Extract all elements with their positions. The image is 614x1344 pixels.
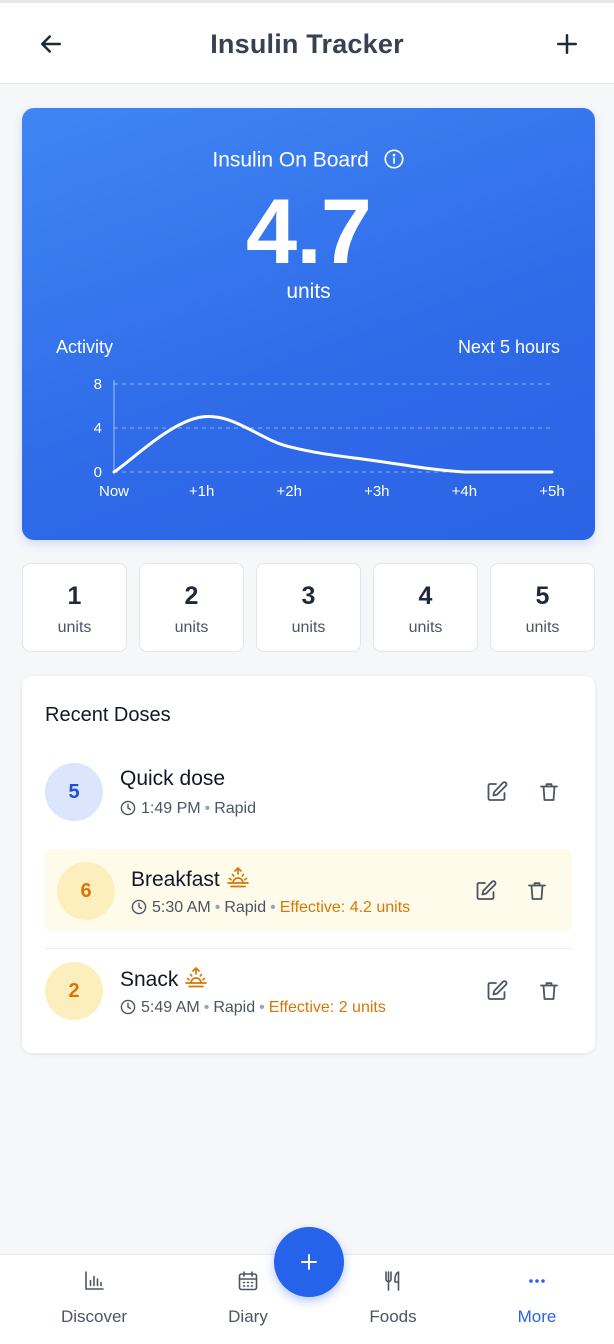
quick-dose-button[interactable]: 2 units: [139, 563, 244, 652]
bar-chart-icon: [85, 1271, 104, 1290]
dose-amount-badge: 6: [57, 862, 115, 920]
app-header: Insulin Tracker: [0, 0, 614, 84]
sunrise-icon: [185, 967, 208, 988]
utensils-icon: [385, 1271, 400, 1291]
dose-list-item[interactable]: 5 Quick dose 1:49 PM • Rapid: [45, 750, 572, 832]
x-tick-label: +5h: [539, 483, 564, 500]
add-dose-fab[interactable]: [274, 1227, 344, 1297]
quick-dose-button[interactable]: 3 units: [256, 563, 361, 652]
edit-icon[interactable]: [485, 979, 509, 1003]
nav-item-foods[interactable]: Foods: [333, 1255, 453, 1344]
dose-name: Breakfast: [131, 866, 250, 892]
activity-series-line: [112, 414, 554, 474]
nav-item-more[interactable]: More: [477, 1255, 597, 1344]
quick-dose-unit: units: [57, 619, 92, 636]
quick-dose-unit: units: [408, 619, 443, 636]
quick-dose-button[interactable]: 5 units: [490, 563, 595, 652]
quick-dose-unit: units: [525, 619, 560, 636]
dose-amount-badge: 2: [45, 962, 103, 1020]
quick-dose-value: 2: [184, 582, 199, 610]
y-tick-label: 8: [94, 376, 102, 393]
dose-list-item[interactable]: 6 Breakfast 5:30 AM • Rapid • Effective: 4.2…: [45, 849, 572, 931]
quick-dose-row: 1 units 2 units 3 units 4 units 5 units: [22, 563, 595, 653]
x-tick-label: +4h: [452, 483, 477, 500]
effective-units: Effective: 4.2 units: [279, 899, 411, 916]
x-tick-label: +1h: [189, 483, 214, 500]
dose-meta: 5:30 AM • Rapid • Effective: 4.2 units: [131, 899, 410, 917]
quick-dose-unit: units: [291, 619, 326, 636]
quick-dose-button[interactable]: 4 units: [373, 563, 478, 652]
iob-label: Insulin On Board: [22, 148, 595, 172]
quick-dose-button[interactable]: 1 units: [22, 563, 127, 652]
nav-label: Foods: [369, 1307, 417, 1326]
range-label: Next 5 hours: [457, 337, 560, 357]
sunrise-icon: [226, 867, 249, 888]
calendar-icon: [238, 1271, 258, 1291]
edit-icon[interactable]: [485, 780, 509, 804]
x-tick-label: +2h: [276, 483, 301, 500]
dose-list-item[interactable]: 2 Snack 5:49 AM • Rapid • Effective: 2 units: [45, 949, 572, 1031]
plus-icon: [301, 1254, 317, 1270]
quick-dose-value: 1: [67, 582, 82, 610]
effective-units: Effective: 2 units: [268, 999, 386, 1016]
clock-icon: [120, 999, 136, 1015]
trash-icon[interactable]: [537, 780, 561, 804]
dose-name: Snack: [120, 966, 208, 992]
trash-icon[interactable]: [537, 979, 561, 1003]
quick-dose-value: 4: [418, 582, 433, 610]
dose-name: Quick dose: [120, 767, 226, 790]
activity-label: Activity: [56, 337, 114, 357]
iob-value: 4.7: [246, 181, 372, 283]
divider: [45, 948, 572, 949]
page-title: Insulin Tracker: [210, 29, 404, 59]
clock-icon: [131, 899, 147, 915]
nav-label: More: [517, 1307, 557, 1326]
activity-chart: 0 4 8 Now +1h +2h +3h +4h +5h: [94, 376, 565, 500]
edit-icon[interactable]: [474, 879, 498, 903]
arrow-left-icon[interactable]: [36, 29, 66, 59]
quick-dose-value: 3: [301, 582, 316, 610]
recent-doses-card: Recent Doses 5 Quick dose 1:49 PM • Rapid …: [22, 676, 595, 1053]
y-tick-label: 4: [94, 420, 102, 437]
nav-label: Discover: [60, 1307, 128, 1326]
more-dots-icon: [529, 1279, 545, 1283]
x-tick-label: +3h: [364, 483, 389, 500]
quick-dose-unit: units: [174, 619, 209, 636]
dose-amount-badge: 5: [45, 763, 103, 821]
insulin-on-board-card: Insulin On Board 4.7 units Activity Next…: [22, 108, 595, 540]
y-tick-label: 0: [94, 464, 102, 481]
info-icon[interactable]: [383, 148, 405, 170]
quick-dose-value: 5: [535, 582, 550, 610]
dose-meta: 1:49 PM • Rapid: [120, 800, 256, 818]
nav-label: Diary: [228, 1307, 268, 1326]
nav-item-discover[interactable]: Discover: [34, 1255, 154, 1344]
trash-icon[interactable]: [525, 879, 549, 903]
clock-icon: [120, 800, 136, 816]
x-tick-label: Now: [99, 483, 129, 500]
nav-item-diary[interactable]: Diary: [188, 1255, 308, 1344]
recent-doses-title: Recent Doses: [45, 704, 171, 726]
plus-icon[interactable]: [552, 29, 582, 59]
dose-meta: 5:49 AM • Rapid • Effective: 2 units: [120, 999, 386, 1017]
iob-unit: units: [286, 280, 331, 303]
